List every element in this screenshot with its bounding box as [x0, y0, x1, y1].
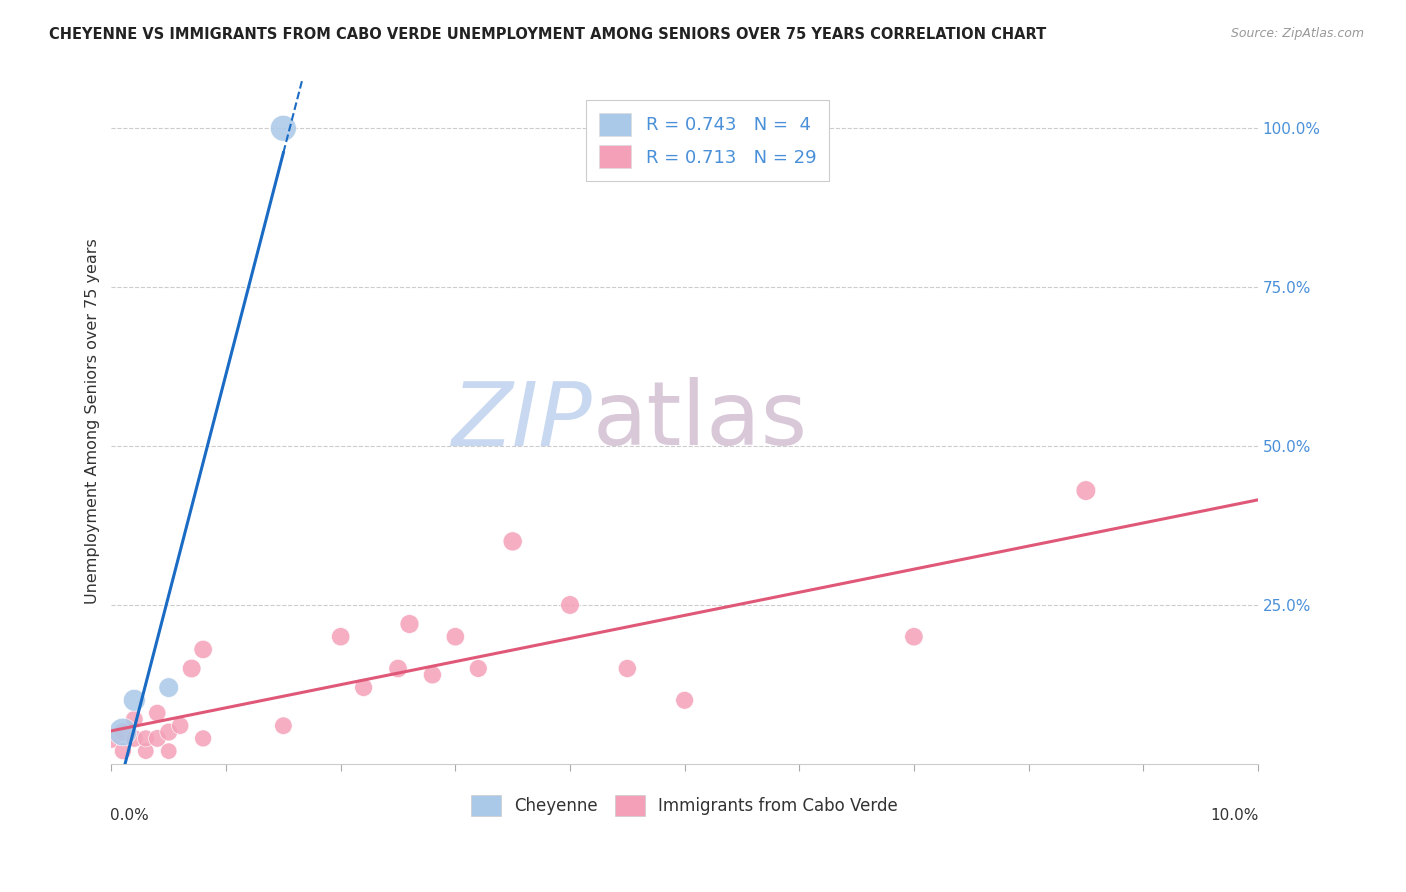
- Point: [135, 731, 157, 746]
- Point: [467, 661, 489, 675]
- Point: [616, 661, 638, 675]
- Text: Source: ZipAtlas.com: Source: ZipAtlas.com: [1230, 27, 1364, 40]
- Point: [398, 617, 420, 632]
- Point: [135, 744, 157, 758]
- Point: [502, 534, 524, 549]
- Point: [387, 661, 409, 675]
- Point: [903, 630, 925, 644]
- Point: [157, 681, 180, 695]
- Text: atlas: atlas: [593, 377, 808, 464]
- Point: [169, 719, 191, 733]
- Point: [111, 725, 134, 739]
- Legend: R = 0.743   N =  4, R = 0.713   N = 29: R = 0.743 N = 4, R = 0.713 N = 29: [586, 100, 830, 181]
- Point: [111, 725, 134, 739]
- Point: [111, 744, 134, 758]
- Point: [558, 598, 581, 612]
- Point: [100, 731, 122, 746]
- Text: 0.0%: 0.0%: [110, 808, 149, 823]
- Point: [444, 630, 467, 644]
- Text: ZIP: ZIP: [453, 377, 593, 464]
- Point: [180, 661, 202, 675]
- Point: [673, 693, 696, 707]
- Point: [146, 706, 169, 720]
- Point: [273, 121, 295, 136]
- Text: CHEYENNE VS IMMIGRANTS FROM CABO VERDE UNEMPLOYMENT AMONG SENIORS OVER 75 YEARS : CHEYENNE VS IMMIGRANTS FROM CABO VERDE U…: [49, 27, 1046, 42]
- Point: [329, 630, 352, 644]
- Point: [353, 681, 375, 695]
- Point: [157, 744, 180, 758]
- Point: [422, 668, 444, 682]
- Point: [1074, 483, 1097, 498]
- Point: [273, 719, 295, 733]
- Point: [124, 731, 146, 746]
- Point: [124, 712, 146, 726]
- Point: [124, 693, 146, 707]
- Point: [191, 642, 214, 657]
- Y-axis label: Unemployment Among Seniors over 75 years: Unemployment Among Seniors over 75 years: [86, 238, 100, 604]
- Text: 10.0%: 10.0%: [1211, 808, 1258, 823]
- Point: [146, 731, 169, 746]
- Point: [157, 725, 180, 739]
- Point: [191, 731, 214, 746]
